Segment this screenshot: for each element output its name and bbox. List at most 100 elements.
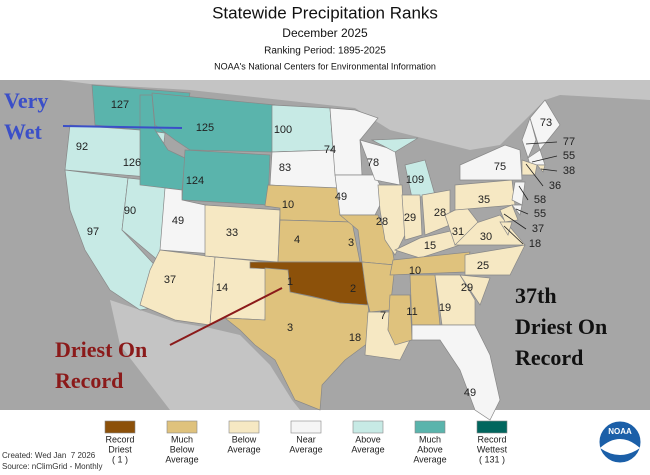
annotations: Very Wet 37th Driest On Record Driest On Recor…: [4, 88, 607, 393]
state-rank: 19: [439, 302, 451, 314]
state: [529, 99, 561, 151]
state-rank: 55: [534, 208, 546, 220]
state-rank: 14: [216, 282, 228, 294]
state-rank: 124: [186, 175, 204, 187]
leader-line: [503, 213, 527, 230]
state-rank: 28: [376, 216, 388, 228]
state-rank: 36: [549, 180, 561, 192]
legend-label: Average: [351, 444, 384, 454]
state-rank: 2: [350, 283, 356, 295]
very-wet-pointer: [62, 125, 183, 129]
state-rank: 75: [494, 161, 506, 173]
state-rank: 18: [349, 332, 361, 344]
annotation: Wet: [4, 119, 43, 144]
state: [223, 267, 373, 411]
state-rank: 77: [563, 136, 575, 148]
annotation: Driest On: [515, 314, 607, 339]
state-rank: 90: [124, 205, 136, 217]
state-rank: 74: [324, 144, 336, 156]
state-rank: 38: [563, 165, 575, 177]
created-date: Created: Wed Jan 7 2026: [2, 451, 96, 460]
state-rank: 3: [348, 237, 354, 249]
state-rank: 25: [477, 260, 489, 272]
state: [459, 274, 491, 306]
legend-swatch: [104, 420, 136, 434]
state-rank: 29: [404, 212, 416, 224]
driest-pointer: [169, 287, 283, 346]
state: [536, 164, 546, 173]
state-rank: 100: [274, 124, 292, 136]
legend-label: Much: [171, 434, 193, 444]
subtitle: December 2025: [282, 26, 368, 40]
state-rank: 15: [424, 240, 436, 252]
state-rank: 1: [287, 276, 293, 288]
canada: [0, 80, 650, 150]
noaa-logo-wave: [600, 439, 640, 455]
title: Statewide Precipitation Ranks: [212, 3, 438, 22]
annotation: Driest On: [55, 337, 147, 362]
leader-line: [525, 163, 544, 187]
state-rank: 3: [287, 322, 293, 334]
state-rank: 18: [529, 238, 541, 250]
leader-line: [540, 168, 558, 172]
legend-label: Wettest: [477, 444, 508, 454]
legend-label: Driest: [108, 444, 132, 454]
legend-label: ( 131 ): [479, 454, 505, 464]
legend-label: Average: [165, 454, 198, 464]
annotation: Record: [515, 345, 583, 370]
leader-line: [525, 141, 558, 145]
legend-label: Record: [477, 434, 506, 444]
state-rank: 49: [464, 387, 476, 399]
state-rank: 11: [406, 306, 417, 318]
state: [377, 184, 406, 256]
state-rank: 10: [282, 199, 294, 211]
legend-swatch: [290, 420, 322, 434]
state: [459, 144, 523, 181]
state-rank: 127: [111, 99, 129, 111]
legend-label: Near: [296, 434, 316, 444]
legend-label: Below: [232, 434, 257, 444]
state-rank: 58: [534, 194, 546, 206]
leader-line: [531, 155, 558, 163]
state-rank: 33: [226, 227, 238, 239]
annotation: Very: [4, 88, 48, 113]
annotation: Record: [55, 368, 123, 393]
mexico: [110, 300, 300, 410]
source-org: NOAA's National Centers for Environmenta…: [214, 61, 436, 71]
state-rank: 7: [380, 310, 386, 322]
legend-swatch: [228, 420, 260, 434]
state-rank: 37: [532, 223, 544, 235]
leader-line: [515, 208, 529, 215]
legend-swatch: [166, 420, 198, 434]
state: [387, 294, 413, 346]
legend-swatch: [476, 420, 508, 434]
state: [411, 324, 501, 421]
state-rank: 29: [461, 282, 473, 294]
state-rank: 125: [196, 122, 214, 134]
legend-label: Below: [170, 444, 195, 454]
state: [511, 204, 523, 216]
states: [64, 84, 561, 421]
ranking-period: Ranking Period: 1895-2025: [264, 46, 386, 57]
leader-line: [518, 185, 529, 201]
annotation: 37th: [515, 283, 557, 308]
legend-label: Above: [417, 444, 443, 454]
state: [401, 194, 423, 241]
state-rank: 30: [480, 231, 492, 243]
rank-labels: 1279297901261251244937331410083104137449…: [76, 99, 575, 399]
state-rank: 49: [335, 191, 347, 203]
legend-label: Much: [419, 434, 441, 444]
state-rank: 55: [563, 150, 575, 162]
data-source: Source: nClimGrid - Monthly: [2, 462, 102, 471]
state-rank: 28: [434, 207, 446, 219]
state-rank: 97: [87, 226, 99, 238]
legend-label: Above: [355, 434, 381, 444]
legend-label: Average: [289, 444, 322, 454]
leader-line: [503, 225, 524, 245]
state-rank: 10: [409, 265, 421, 277]
state-rank: 37: [164, 274, 176, 286]
state-part: [370, 137, 419, 153]
state-rank: 31: [452, 226, 464, 238]
